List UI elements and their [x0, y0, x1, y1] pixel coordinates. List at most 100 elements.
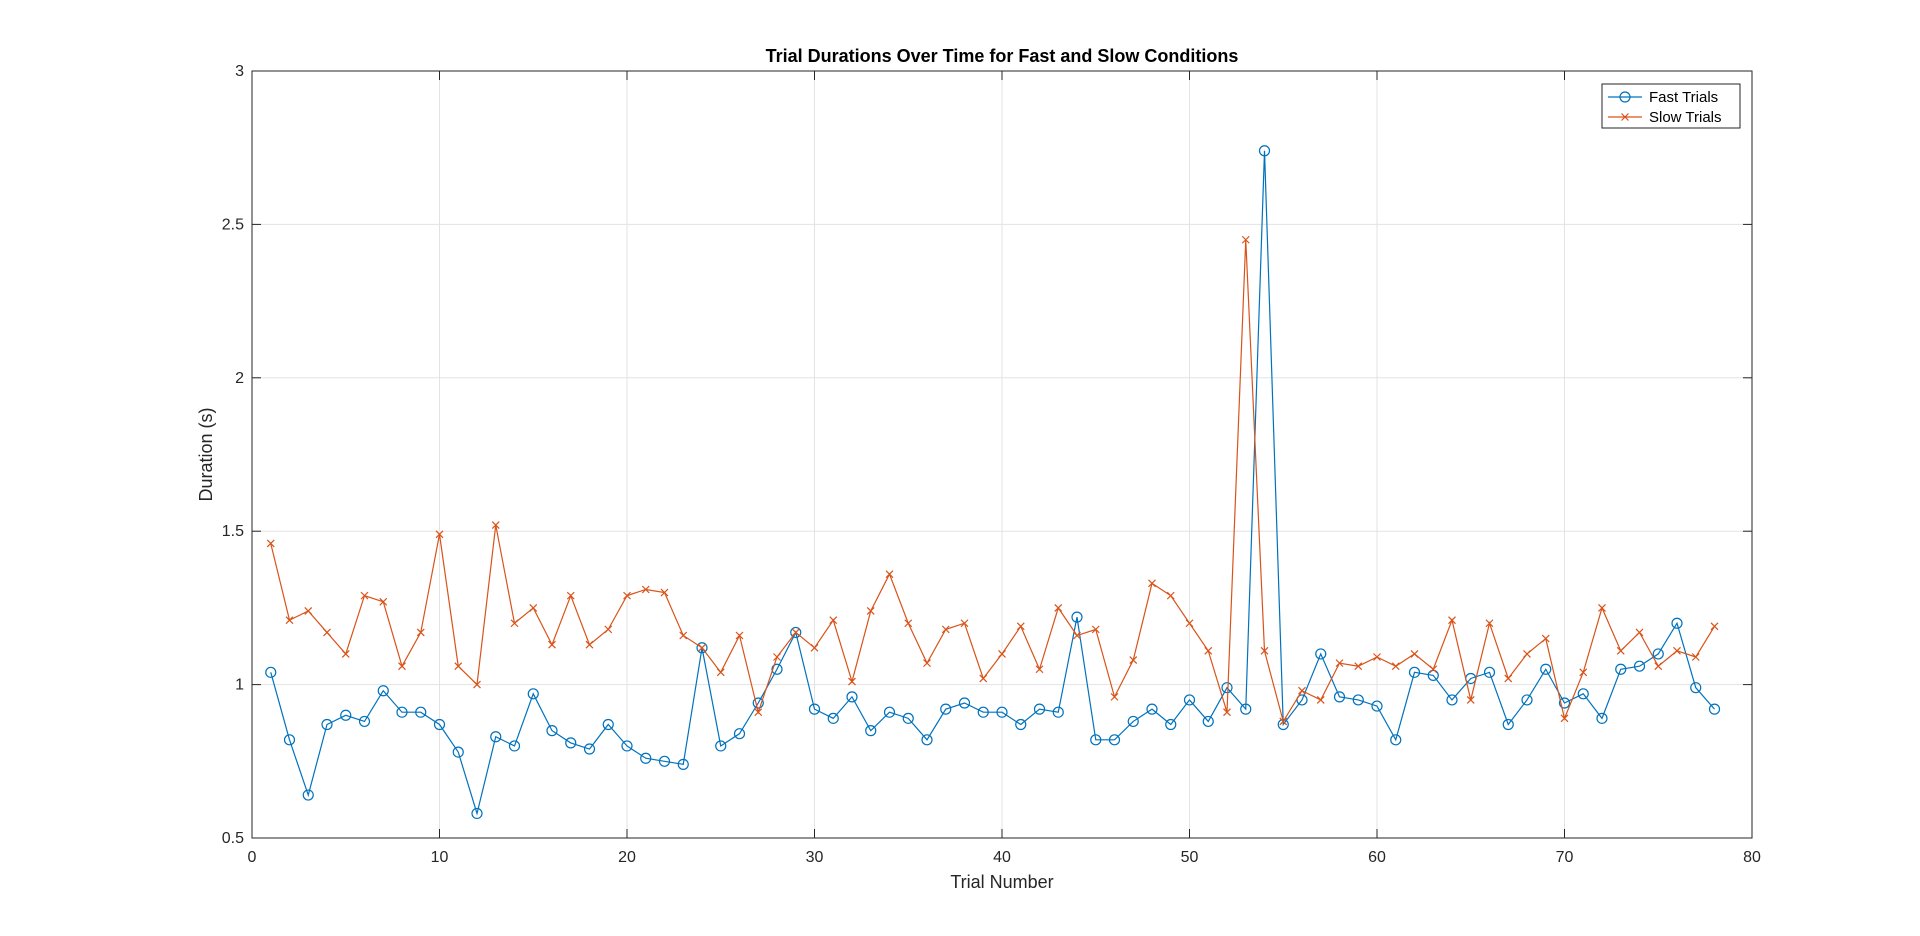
- legend-item: Slow Trials: [1608, 109, 1722, 126]
- data-point: [491, 521, 500, 529]
- data-point: [958, 697, 971, 709]
- data-point: [565, 737, 577, 749]
- data-point: [1333, 691, 1346, 703]
- data-point: [285, 616, 294, 625]
- chart-title: Trial Durations Over Time for Fast and S…: [766, 46, 1239, 66]
- data-point: [1091, 625, 1100, 634]
- data-point: [265, 666, 277, 678]
- data-point: [941, 625, 950, 634]
- x-axis-label: Trial Number: [950, 872, 1053, 892]
- data-point: [1410, 649, 1419, 658]
- y-tick-label: 3: [235, 63, 244, 80]
- data-point: [1127, 715, 1139, 728]
- data-point: [1598, 603, 1606, 612]
- data-point: [921, 734, 933, 746]
- data-point: [266, 539, 275, 548]
- data-point: [452, 746, 464, 758]
- data-point: [1258, 145, 1271, 157]
- data-point: [1223, 708, 1231, 717]
- data-point: [998, 649, 1006, 658]
- y-tick-label: 2.5: [222, 216, 244, 233]
- x-tick-label: 30: [806, 849, 824, 866]
- data-point: [1446, 694, 1458, 706]
- data-point: [1166, 591, 1175, 600]
- series-slow-trials: [266, 235, 1719, 726]
- data-point: [1110, 692, 1119, 701]
- x-tick-label: 40: [993, 849, 1011, 866]
- data-point: [416, 628, 425, 637]
- data-point: [1241, 235, 1250, 244]
- data-point: [527, 688, 539, 700]
- data-point: [471, 807, 483, 820]
- series-line: [270, 150, 1715, 816]
- data-point: [641, 585, 650, 594]
- data-point: [752, 697, 764, 709]
- data-point: [979, 674, 988, 683]
- data-point: [583, 743, 596, 755]
- data-point: [304, 607, 313, 615]
- y-tick-label: 1.5: [222, 523, 244, 540]
- grid-lines: [252, 71, 1752, 838]
- data-point: [433, 718, 446, 731]
- data-point: [1691, 653, 1700, 661]
- data-point: [1615, 663, 1627, 675]
- data-point: [1541, 634, 1550, 643]
- data-point: [585, 640, 594, 649]
- data-point: [604, 625, 613, 634]
- data-point: [754, 708, 763, 717]
- legend-item: Fast Trials: [1608, 89, 1718, 106]
- data-point: [1616, 646, 1625, 655]
- y-tick-label: 1: [235, 677, 244, 694]
- data-point: [810, 643, 819, 652]
- data-point: [791, 628, 800, 637]
- data-point: [1165, 718, 1177, 731]
- data-point: [1052, 706, 1064, 718]
- data-point: [1015, 718, 1027, 731]
- data-point: [340, 709, 352, 721]
- data-point: [1633, 660, 1646, 672]
- data-point: [1316, 696, 1325, 704]
- data-point: [1540, 663, 1552, 675]
- data-point: [1221, 682, 1233, 694]
- data-point: [360, 591, 369, 600]
- data-point: [677, 758, 689, 770]
- data-point: [1596, 712, 1608, 724]
- data-point: [1579, 668, 1588, 677]
- data-point: [1577, 688, 1589, 700]
- series-layer: [265, 145, 1721, 820]
- data-point: [866, 607, 875, 615]
- data-point: [1185, 619, 1194, 628]
- data-point: [1108, 734, 1121, 746]
- data-point: [1354, 662, 1363, 671]
- data-point: [902, 712, 914, 724]
- data-point: [977, 706, 989, 718]
- data-point: [1483, 666, 1496, 678]
- legend-box: [1601, 83, 1741, 129]
- data-point: [396, 706, 408, 718]
- data-point: [1708, 703, 1721, 715]
- data-point: [398, 662, 406, 671]
- x-tick-label: 20: [618, 849, 636, 866]
- data-point: [415, 706, 427, 718]
- data-point: [1148, 579, 1156, 588]
- data-point: [1298, 686, 1306, 695]
- data-point: [1183, 694, 1196, 706]
- data-point: [1448, 616, 1456, 625]
- data-point: [1429, 665, 1438, 674]
- data-point: [1054, 603, 1063, 612]
- data-point: [510, 619, 519, 628]
- data-point: [1315, 648, 1327, 660]
- data-point: [529, 603, 538, 612]
- data-point: [1335, 659, 1344, 668]
- data-point: [1502, 718, 1514, 731]
- data-point: [566, 591, 575, 600]
- data-point: [490, 731, 502, 743]
- x-tick-label: 60: [1368, 849, 1386, 866]
- series-line: [270, 239, 1716, 723]
- data-point: [546, 725, 558, 737]
- data-point: [1654, 662, 1663, 671]
- data-point: [996, 706, 1008, 718]
- data-point: [508, 740, 521, 752]
- data-point: [1260, 646, 1269, 655]
